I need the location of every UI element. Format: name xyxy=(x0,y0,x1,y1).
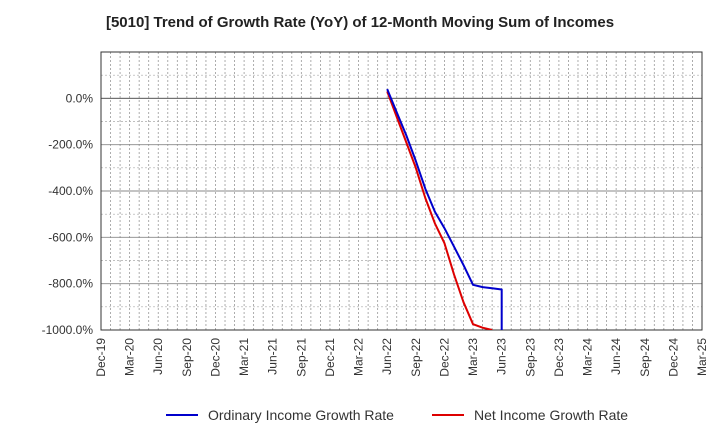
x-tick-label: Dec-22 xyxy=(437,338,451,377)
x-tick-label: Jun-21 xyxy=(266,338,280,375)
legend-item-net: Net Income Growth Rate xyxy=(432,404,628,426)
x-tick-label: Sep-21 xyxy=(294,338,308,377)
y-tick-label: -1000.0% xyxy=(42,323,94,337)
legend-item-ordinary: Ordinary Income Growth Rate xyxy=(166,404,394,426)
x-tick-label: Mar-25 xyxy=(695,338,709,376)
legend-label-ordinary: Ordinary Income Growth Rate xyxy=(208,407,394,423)
x-tick-label: Jun-23 xyxy=(495,338,509,375)
y-tick-label: 0.0% xyxy=(66,91,94,105)
series-line-net-income xyxy=(386,91,493,330)
plot-frame xyxy=(100,51,703,331)
x-tick-label: Sep-22 xyxy=(409,338,423,377)
x-tick-label: Jun-20 xyxy=(151,338,165,375)
legend-swatch-ordinary xyxy=(166,414,198,416)
x-tick-label: Mar-21 xyxy=(237,338,251,376)
series-line-ordinary-income xyxy=(386,88,503,330)
y-tick-label: -200.0% xyxy=(48,138,93,152)
x-tick-label: Dec-24 xyxy=(666,338,680,377)
x-tick-label: Dec-21 xyxy=(323,338,337,377)
x-tick-label: Dec-23 xyxy=(552,338,566,377)
y-tick-label: -600.0% xyxy=(48,230,93,244)
x-tick-label: Mar-23 xyxy=(466,338,480,376)
y-tick-label: -800.0% xyxy=(48,277,93,291)
chart-title: [5010] Trend of Growth Rate (YoY) of 12-… xyxy=(105,14,615,31)
legend-swatch-net xyxy=(432,414,464,416)
x-tick-label: Mar-20 xyxy=(123,338,137,376)
x-tick-label: Mar-22 xyxy=(352,338,366,376)
x-tick-label: Dec-19 xyxy=(94,338,108,377)
x-tick-label: Sep-20 xyxy=(180,338,194,377)
legend-label-net: Net Income Growth Rate xyxy=(474,407,629,423)
y-tick-label: -400.0% xyxy=(48,184,93,198)
x-tick-label: Jun-22 xyxy=(380,338,394,375)
x-tick-label: Jun-24 xyxy=(609,338,623,375)
x-tick-label: Sep-24 xyxy=(638,338,652,377)
x-tick-label: Mar-24 xyxy=(581,338,595,376)
x-tick-label: Sep-23 xyxy=(523,338,537,377)
x-tick-label: Dec-20 xyxy=(208,338,222,377)
